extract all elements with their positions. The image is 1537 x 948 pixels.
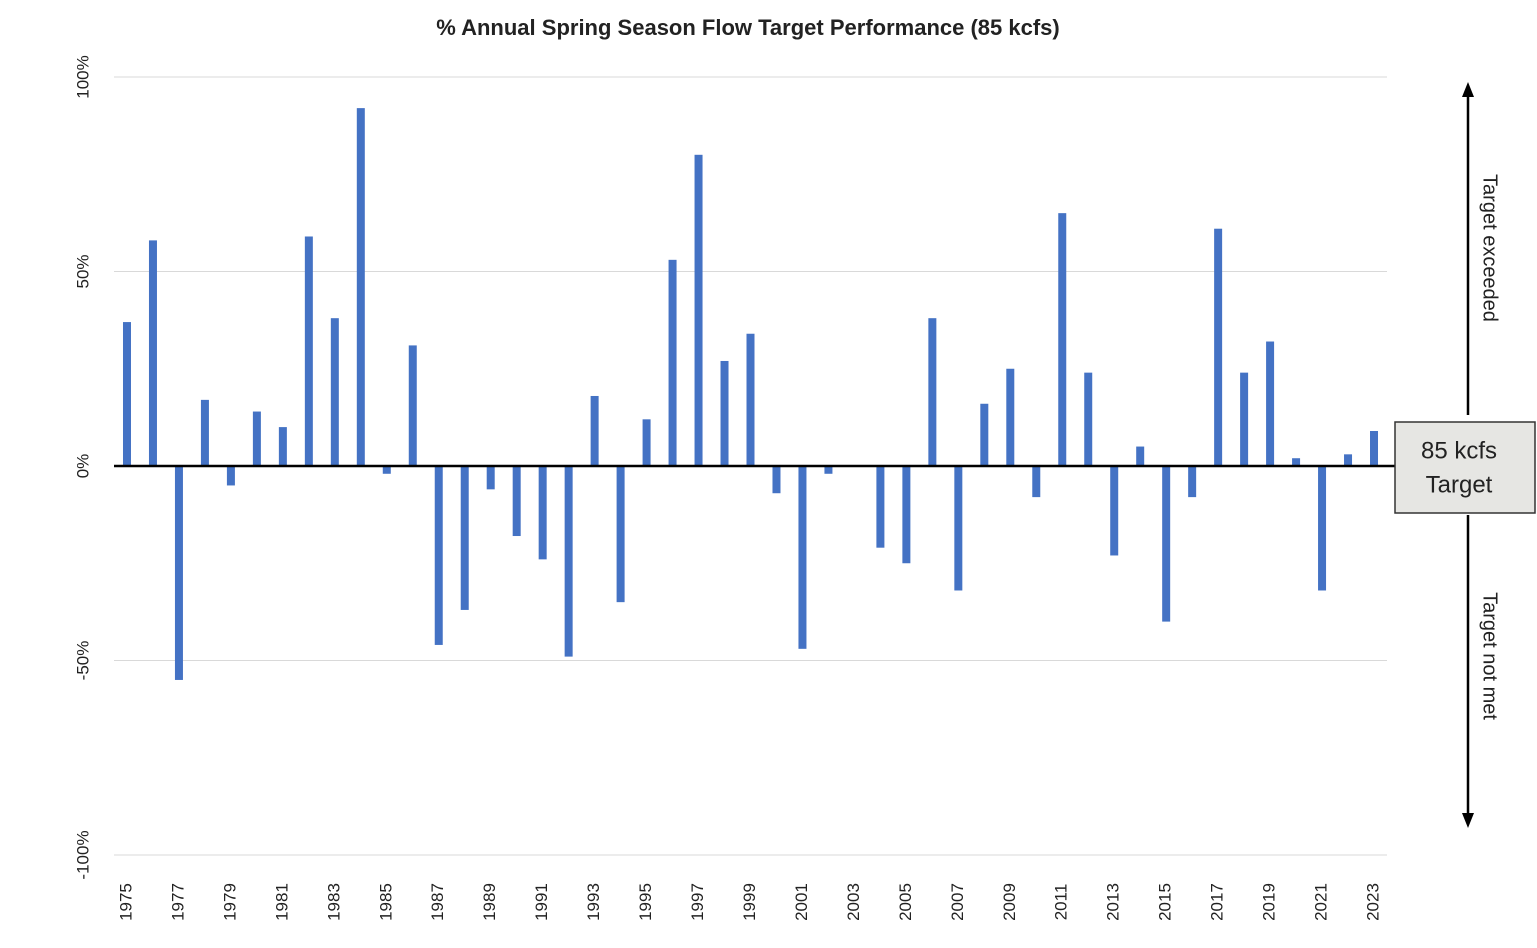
bar [512, 466, 521, 537]
x-tick-label: 1997 [688, 883, 707, 921]
x-tick-label: 2015 [1156, 883, 1175, 921]
bar [1162, 466, 1171, 622]
x-tick-label: 2005 [896, 883, 915, 921]
x-tick-label: 1981 [272, 883, 291, 921]
bar [928, 318, 937, 466]
x-tick-label: 2009 [1000, 883, 1019, 921]
bar [252, 411, 261, 466]
bar [668, 259, 677, 466]
bar [954, 466, 963, 591]
bar [1344, 454, 1353, 466]
bar [304, 236, 313, 466]
x-tick-label: 1999 [740, 883, 759, 921]
annotation: Target [1426, 471, 1493, 498]
bar [902, 466, 911, 564]
bar [980, 403, 989, 466]
x-tick-label: 1989 [480, 883, 499, 921]
bar [876, 466, 885, 548]
chart-title: % Annual Spring Season Flow Target Perfo… [436, 15, 1059, 40]
bar [1240, 372, 1249, 466]
x-tick-label: 1979 [220, 883, 239, 921]
x-tick-label: 2019 [1260, 883, 1279, 921]
x-tick-label: 2003 [844, 883, 863, 921]
bar [148, 240, 157, 466]
bar [1214, 228, 1223, 466]
y-tick-label: 50% [73, 254, 92, 288]
bar [616, 466, 625, 603]
target-box [1394, 421, 1536, 514]
bar [1006, 368, 1015, 466]
annotation: Target exceeded [1479, 174, 1501, 322]
x-tick-label: 1987 [428, 883, 447, 921]
bar [1110, 466, 1119, 556]
bar [746, 333, 755, 466]
y-tick-label: -100% [73, 830, 92, 879]
x-tick-label: 2017 [1208, 883, 1227, 921]
bar [1058, 213, 1067, 466]
arrow-head [1462, 82, 1474, 97]
x-tick-label: 1977 [168, 883, 187, 921]
bar [694, 154, 703, 467]
bar [772, 466, 781, 494]
y-tick-label: 100% [73, 55, 92, 98]
bar [174, 466, 183, 680]
annotation: Target not met [1479, 592, 1501, 720]
bar [486, 466, 495, 490]
bar [122, 322, 131, 466]
annotation: 85 kcfs [1421, 437, 1497, 464]
x-tick-label: 2013 [1104, 883, 1123, 921]
bar [642, 419, 651, 466]
bar [408, 345, 417, 466]
bar [460, 466, 469, 610]
bar [382, 466, 391, 474]
y-tick-label: 0% [73, 454, 92, 479]
bar [434, 466, 443, 645]
bar [824, 466, 833, 474]
x-tick-label: 1975 [116, 883, 135, 921]
x-tick-label: 1983 [324, 883, 343, 921]
bar [1370, 430, 1379, 466]
x-tick-label: 2007 [948, 883, 967, 921]
bar [1136, 446, 1145, 466]
bar [590, 395, 599, 466]
bar [356, 108, 365, 467]
bar [226, 466, 235, 486]
x-tick-label: 2001 [792, 883, 811, 921]
x-tick-label: 2021 [1312, 883, 1331, 921]
arrow-head [1462, 813, 1474, 828]
bar [200, 399, 209, 466]
bar [1266, 341, 1275, 466]
x-tick-label: 2023 [1363, 883, 1382, 921]
x-tick-label: 1991 [532, 883, 551, 921]
bar [1188, 466, 1197, 498]
x-tick-label: 1993 [584, 883, 603, 921]
x-tick-label: 2011 [1052, 884, 1071, 921]
bar [278, 427, 287, 466]
bar [1084, 372, 1093, 466]
y-tick-label: -50% [73, 641, 92, 681]
x-tick-label: 1995 [636, 883, 655, 921]
bar [330, 318, 339, 466]
bar [1032, 466, 1041, 498]
bar [720, 360, 729, 466]
x-tick-label: 1985 [376, 883, 395, 921]
bar [798, 466, 807, 649]
bar [1292, 458, 1301, 466]
bar [1318, 466, 1327, 591]
bar [564, 466, 573, 657]
bar [538, 466, 547, 560]
